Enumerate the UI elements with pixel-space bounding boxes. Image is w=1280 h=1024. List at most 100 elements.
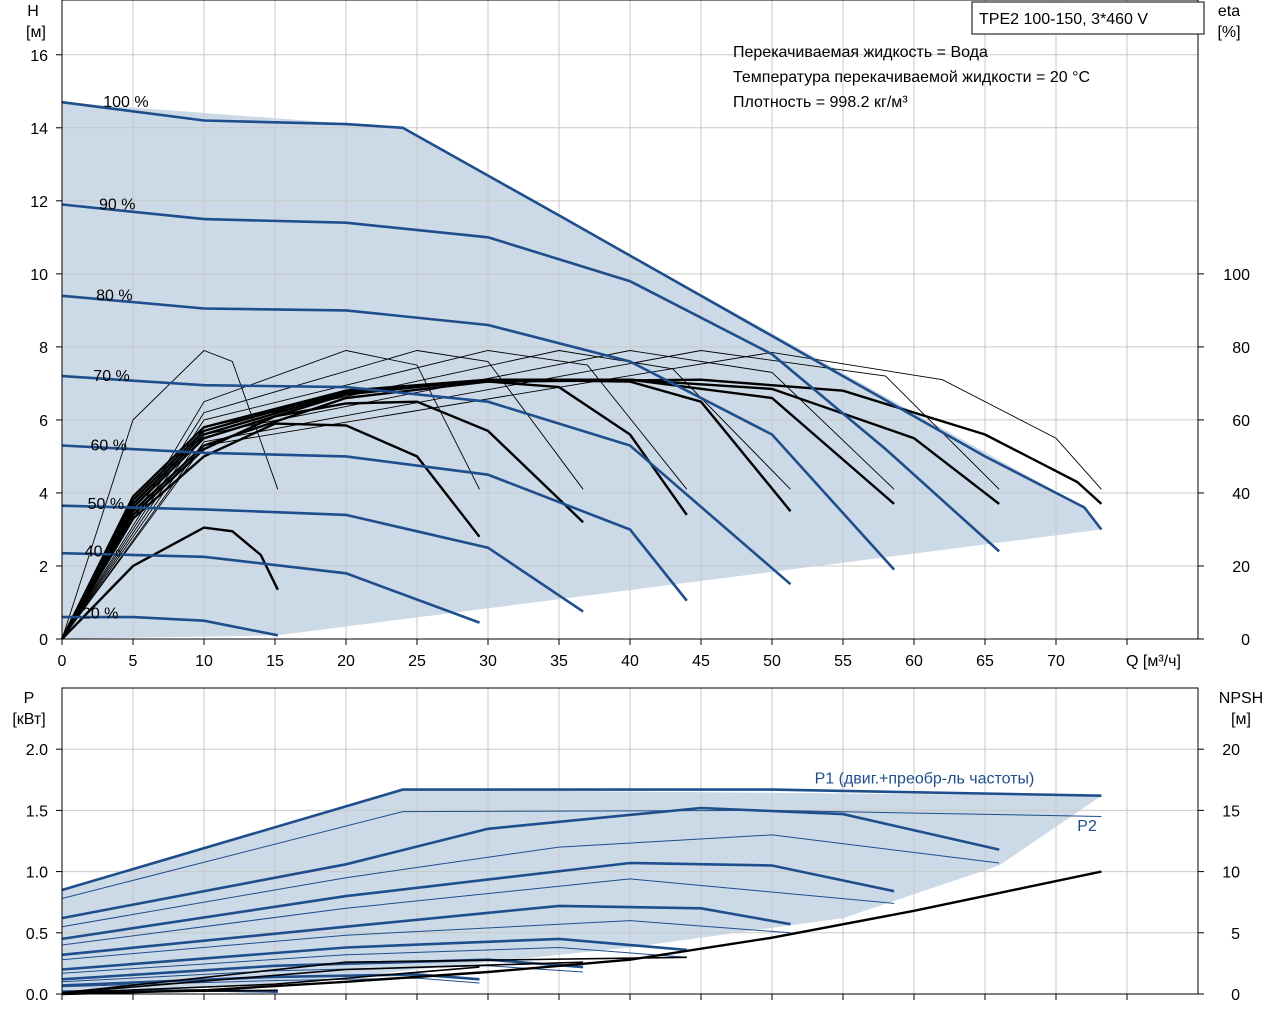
y-tick-label: 12 bbox=[30, 194, 48, 211]
top-region-fill bbox=[62, 102, 1102, 639]
x-tick-label: 70 bbox=[1047, 653, 1065, 670]
y2-tick-label: 60 bbox=[1232, 413, 1250, 430]
y-tick-label: 2 bbox=[39, 559, 48, 576]
x-tick-label: 50 bbox=[763, 653, 781, 670]
p1-60-pct-curve bbox=[61, 937, 687, 971]
bottom-y-tick-label: 0.5 bbox=[26, 926, 48, 943]
chart-title: TPE2 100-150, 3*460 V bbox=[979, 11, 1148, 28]
x-tick-label: 60 bbox=[905, 653, 923, 670]
speed-label-70-pct: 70 % bbox=[93, 368, 129, 385]
bottom-axes: 0.0 0.5 1.0 1.5 2.0 0 5 10 15 20 bbox=[26, 742, 1240, 1004]
x-tick-label: 20 bbox=[337, 653, 355, 670]
bottom-y-axis-title: P bbox=[24, 690, 35, 707]
y-tick-label: 10 bbox=[30, 267, 48, 284]
bottom-curves bbox=[61, 788, 1102, 996]
p1-80-pct-curve bbox=[61, 861, 895, 941]
eta-90-pct-curve bbox=[60, 378, 1000, 640]
top-y2-axis-unit: [%] bbox=[1217, 24, 1240, 41]
x-tick-label: 0 bbox=[58, 653, 67, 670]
bottom-y-tick-label: 0.0 bbox=[26, 987, 48, 1004]
top-operating-region bbox=[62, 102, 1102, 639]
top-y-axis-title: H bbox=[27, 3, 39, 20]
y-tick-label: 6 bbox=[39, 413, 48, 430]
x-tick-label: 40 bbox=[621, 653, 639, 670]
top-grid bbox=[62, 0, 1198, 639]
y-tick-label: 0 bbox=[39, 632, 48, 649]
top-chart: 100 % 90 % 80 % 70 % 60 % 50 % 40 % 20 % 0 5 10 15… bbox=[26, 0, 1250, 670]
top-y-axis-unit: [м] bbox=[26, 24, 46, 41]
x-tick-label: 55 bbox=[834, 653, 852, 670]
head-curve-80-pct bbox=[61, 294, 896, 571]
npsh-60-pct-curve bbox=[61, 956, 687, 994]
bottom-y2-axis-unit: [м] bbox=[1231, 711, 1251, 728]
info-line-density: Плотность = 998.2 кг/м³ bbox=[733, 94, 908, 111]
npsh-40-pct-curve bbox=[61, 966, 480, 994]
head-curve-50-pct bbox=[61, 504, 584, 613]
bottom-y-tick-label: 2.0 bbox=[26, 742, 48, 759]
info-line-temperature: Температура перекачиваемой жидкости = 20… bbox=[733, 69, 1090, 86]
speed-label-100-pct: 100 % bbox=[103, 94, 148, 111]
speed-label-40-pct: 40 % bbox=[85, 543, 121, 560]
head-curve-90-pct bbox=[61, 203, 1001, 553]
bottom-y2-tick-label: 10 bbox=[1222, 865, 1240, 882]
p2-70-pct-curve bbox=[61, 920, 791, 961]
eta-20-pct-curve bbox=[61, 526, 279, 640]
speed-label-80-pct: 80 % bbox=[96, 288, 132, 305]
p1-curve-label: P1 (двиг.+преобр-ль частоты) bbox=[815, 770, 1035, 787]
head-curve-20-pct bbox=[62, 615, 279, 637]
y-tick-label: 14 bbox=[30, 121, 48, 138]
p2-80-pct-curve bbox=[61, 878, 895, 946]
y-tick-label: 16 bbox=[30, 48, 48, 65]
y-tick-label: 8 bbox=[39, 340, 48, 357]
head-curve-100-pct bbox=[61, 100, 1103, 531]
bottom-y2-tick-label: 5 bbox=[1231, 926, 1240, 943]
p1-70-pct-curve bbox=[61, 904, 791, 957]
p1-100-pct-curve bbox=[61, 788, 1102, 892]
speed-label-60-pct: 60 % bbox=[90, 437, 126, 454]
head-curve-70-pct bbox=[61, 374, 792, 586]
x-tick-label: 45 bbox=[692, 653, 710, 670]
head-curve-60-pct bbox=[61, 444, 688, 602]
info-line-fluid: Перекачиваемая жидкость = Вода bbox=[733, 44, 988, 61]
npsh-50-pct-curve bbox=[61, 961, 584, 994]
x-tick-label: 35 bbox=[550, 653, 568, 670]
x-tick-label: 25 bbox=[408, 653, 426, 670]
p2-90-pct-curve bbox=[61, 834, 1000, 928]
speed-label-50-pct: 50 % bbox=[88, 496, 124, 513]
p2-60-pct-curve bbox=[61, 946, 687, 974]
bottom-y2-tick-label: 15 bbox=[1222, 803, 1240, 820]
bottom-y-axis-unit: [кВт] bbox=[12, 711, 45, 728]
x-axis-title: Q [м³/ч] bbox=[1126, 653, 1181, 670]
eta-100-pct-curve bbox=[60, 378, 1103, 640]
eta-60-pct-curve bbox=[60, 380, 688, 640]
title-box bbox=[971, 1, 1205, 35]
bottom-operating-region bbox=[62, 789, 1102, 992]
y2-tick-label: 100 bbox=[1223, 267, 1250, 284]
x-tick-label: 15 bbox=[266, 653, 284, 670]
eta-thin-eta-line-1 bbox=[61, 349, 279, 640]
y2-tick-label: 80 bbox=[1232, 340, 1250, 357]
y2-tick-label: 20 bbox=[1232, 559, 1250, 576]
x-tick-label: 65 bbox=[976, 653, 994, 670]
bottom-y2-tick-label: 0 bbox=[1231, 987, 1240, 1004]
top-axes: 0 5 10 15 20 25 30 35 40 45 50 55 60 65 70 0 2 4 6 8 10 12 14 1… bbox=[30, 48, 1250, 670]
x-tick-label: 5 bbox=[129, 653, 138, 670]
p1-90-pct-curve bbox=[61, 806, 1000, 920]
eta-40-pct-curve bbox=[60, 422, 481, 640]
bottom-y2-axis-title: NPSH bbox=[1219, 690, 1263, 707]
speed-label-90-pct: 90 % bbox=[99, 196, 135, 213]
bottom-y2-tick-label: 20 bbox=[1222, 742, 1240, 759]
y2-tick-label: 40 bbox=[1232, 486, 1250, 503]
speed-label-20-pct: 20 % bbox=[82, 605, 118, 622]
eta-thin-eta-line-6 bbox=[61, 350, 895, 640]
y-tick-label: 4 bbox=[39, 486, 48, 503]
bottom-y-tick-label: 1.0 bbox=[26, 865, 48, 882]
bottom-y-tick-label: 1.5 bbox=[26, 803, 48, 820]
top-y2-axis-title: eta bbox=[1218, 3, 1240, 20]
y2-tick-label: 0 bbox=[1241, 632, 1250, 649]
head-curve-40-pct bbox=[61, 551, 480, 624]
p2-curve-label: P2 bbox=[1077, 818, 1097, 835]
bottom-region-fill bbox=[62, 789, 1102, 992]
bottom-chart: 0.0 0.5 1.0 1.5 2.0 0 5 10 15 20 P [кВт] NPSH [м]… bbox=[12, 687, 1263, 1004]
